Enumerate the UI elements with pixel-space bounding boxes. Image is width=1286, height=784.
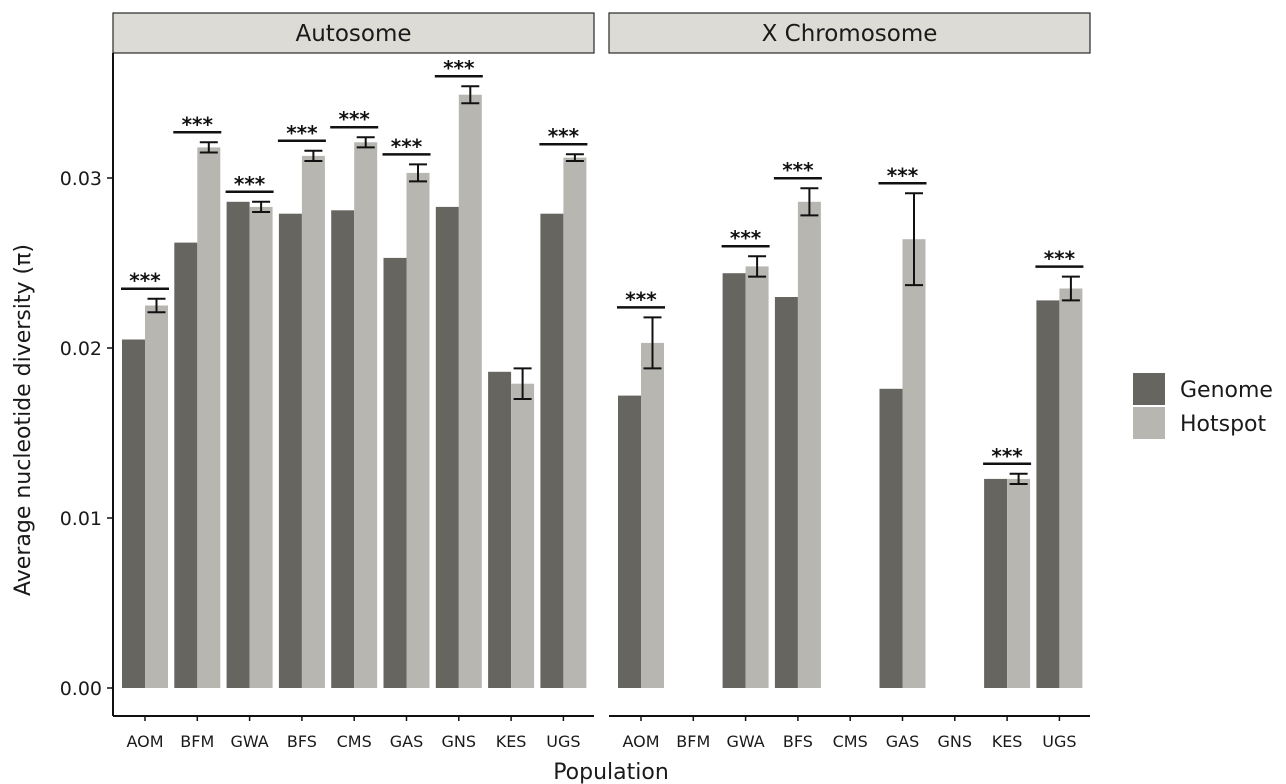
x-tick-label-gas: GAS bbox=[390, 732, 424, 751]
bar-genome-ugs bbox=[1036, 300, 1060, 688]
bar-hotspot-bfs bbox=[797, 201, 821, 689]
bar-hotspot-gas bbox=[902, 239, 926, 688]
bar-hotspot-kes bbox=[511, 383, 535, 688]
strip-1 bbox=[608, 12, 1091, 54]
x-tick-label-kes: KES bbox=[992, 732, 1023, 751]
significance-layer: *** *** *** *** *** *** *** *** *** *** *** *** *** *… bbox=[121, 56, 1084, 468]
significance-label-aom: *** bbox=[129, 269, 161, 293]
x-tick-label-cms: CMS bbox=[833, 732, 868, 751]
bar-genome-gns bbox=[435, 206, 459, 688]
x-tick-label-kes: KES bbox=[496, 732, 527, 751]
x-tick-label-gas: GAS bbox=[886, 732, 920, 751]
significance-label-bfs: *** bbox=[782, 158, 814, 182]
y-axis-title: Average nucleotide diversity (π) bbox=[11, 244, 36, 596]
bar-hotspot-ugs bbox=[563, 157, 587, 689]
significance-label-ugs: *** bbox=[1044, 247, 1076, 271]
legend-swatch-genome bbox=[1133, 373, 1165, 405]
y-tick-label-0: 0.00 bbox=[60, 678, 102, 700]
significance-label-gns: *** bbox=[443, 56, 475, 80]
x-tick-label-gwa: GWA bbox=[230, 732, 268, 751]
bar-hotspot-gwa bbox=[745, 266, 769, 688]
legend-swatch-hotspot bbox=[1133, 407, 1165, 439]
bar-genome-cms bbox=[331, 210, 355, 689]
x-tick-label-gns: GNS bbox=[442, 732, 477, 751]
bar-genome-gas bbox=[383, 257, 407, 688]
significance-label-gwa: *** bbox=[730, 226, 762, 250]
bar-genome-kes bbox=[488, 371, 512, 688]
bar-genome-bfs bbox=[774, 297, 798, 688]
y-tick-label-2: 0.02 bbox=[60, 338, 102, 360]
bar-genome-aom bbox=[618, 395, 641, 688]
bar-genome-gwa bbox=[226, 201, 250, 689]
bar-hotspot-kes bbox=[1007, 478, 1031, 688]
significance-label-bfs: *** bbox=[286, 121, 318, 145]
significance-label-cms: *** bbox=[339, 107, 371, 131]
x-tick-label-gns: GNS bbox=[938, 732, 973, 751]
bar-genome-aom bbox=[122, 339, 145, 688]
x-tick-label-bfm: BFM bbox=[676, 732, 710, 751]
x-tick-label-aom: AOM bbox=[126, 732, 163, 751]
x-tick-label-ugs: UGS bbox=[1042, 732, 1076, 751]
y-tick-label-3: 0.03 bbox=[60, 168, 102, 190]
significance-label-bfm: *** bbox=[182, 112, 214, 136]
legend-label-genome: Genome bbox=[1180, 378, 1273, 403]
bar-genome-bfs bbox=[278, 213, 302, 688]
bar-hotspot-aom bbox=[145, 305, 168, 688]
bar-hotspot-bfm bbox=[197, 147, 221, 688]
strip-title-0: Autosome bbox=[295, 21, 411, 47]
axes-layer: AOM BFM GWA BFS CMS GAS GNS KES UGS AOM BFM GWA BFS C… bbox=[60, 53, 1090, 751]
x-tick-label-cms: CMS bbox=[337, 732, 372, 751]
bar-hotspot-cms bbox=[354, 142, 378, 689]
strip-title-1: X Chromosome bbox=[762, 21, 938, 47]
x-tick-label-bfs: BFS bbox=[783, 732, 813, 751]
bar-genome-ugs bbox=[540, 213, 564, 688]
x-tick-label-bfm: BFM bbox=[180, 732, 214, 751]
significance-label-aom: *** bbox=[625, 287, 657, 311]
significance-label-kes: *** bbox=[991, 444, 1023, 468]
bar-hotspot-ugs bbox=[1059, 288, 1083, 688]
bar-genome-gwa bbox=[722, 273, 746, 688]
legend-label-hotspot: Hotspot bbox=[1180, 412, 1267, 437]
bar-hotspot-bfs bbox=[301, 155, 325, 688]
bar-hotspot-gas bbox=[406, 172, 430, 688]
bar-genome-gas bbox=[879, 388, 903, 688]
bar-hotspot-gwa bbox=[249, 206, 273, 688]
y-tick-label-1: 0.01 bbox=[60, 508, 102, 530]
x-tick-label-gwa: GWA bbox=[726, 732, 764, 751]
error-bars-layer bbox=[147, 85, 1080, 485]
significance-label-ugs: *** bbox=[548, 124, 580, 148]
legend: Genome Hotspot bbox=[1133, 373, 1273, 439]
strip-0 bbox=[112, 12, 595, 54]
bar-genome-bfm bbox=[174, 242, 198, 688]
x-tick-label-aom: AOM bbox=[622, 732, 659, 751]
x-tick-label-bfs: BFS bbox=[287, 732, 317, 751]
x-axis-title: Population bbox=[553, 760, 669, 784]
bar-genome-kes bbox=[984, 478, 1008, 688]
x-tick-label-ugs: UGS bbox=[546, 732, 580, 751]
bars-layer bbox=[122, 94, 1083, 689]
significance-label-gas: *** bbox=[887, 163, 919, 187]
bar-hotspot-gns bbox=[458, 94, 482, 688]
significance-label-gwa: *** bbox=[234, 172, 266, 196]
panel-strips: Autosome X Chromosome bbox=[112, 12, 1091, 54]
bar-hotspot-aom bbox=[641, 342, 664, 688]
significance-label-gas: *** bbox=[391, 134, 423, 158]
